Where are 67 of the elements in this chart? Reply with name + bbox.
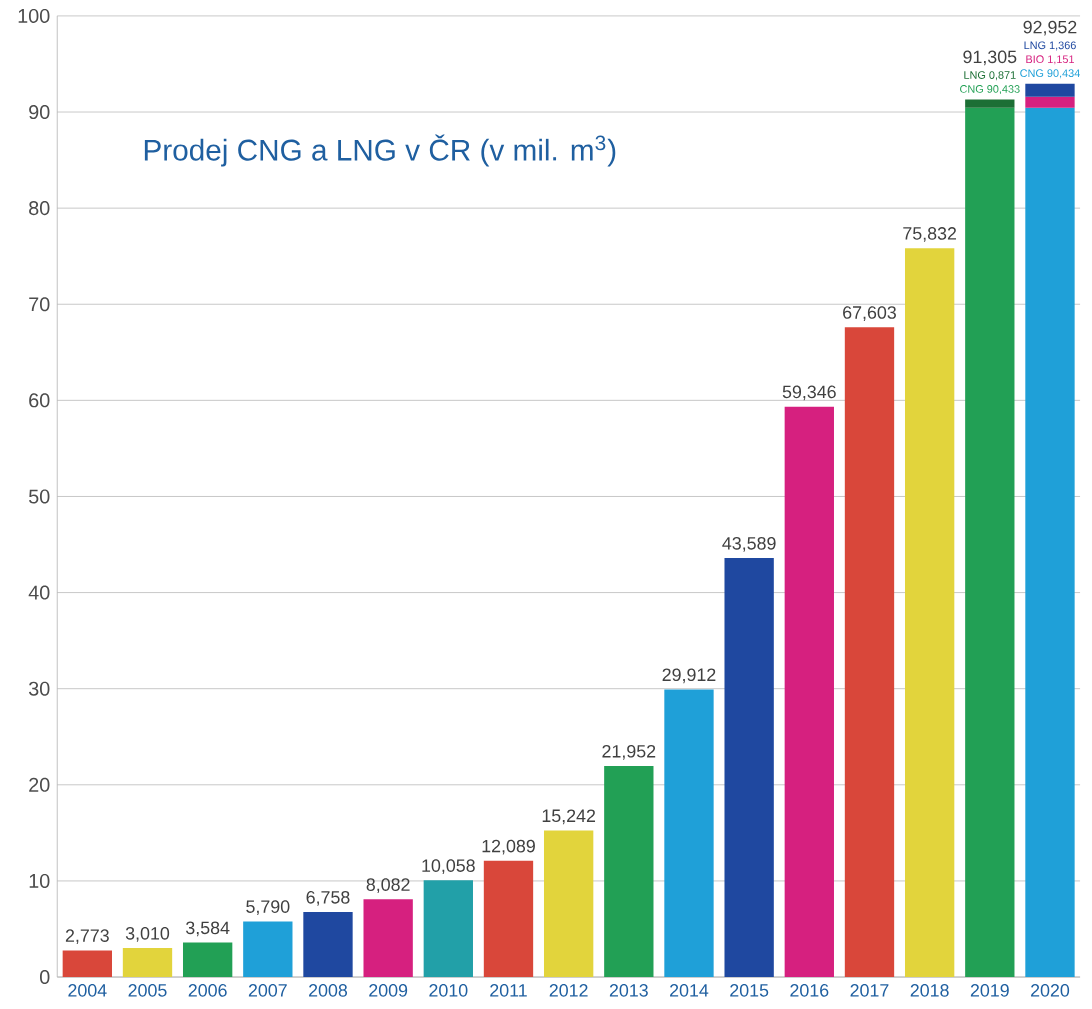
bar xyxy=(122,948,173,978)
bar xyxy=(62,950,112,978)
total-label: 43,589 xyxy=(722,537,776,552)
x-tick-label: 2014 xyxy=(670,984,709,997)
bar xyxy=(604,766,654,978)
x-tick-label: 2005 xyxy=(128,984,167,997)
y-tick-label: 90 xyxy=(29,105,50,120)
total-label: 3,584 xyxy=(186,921,230,937)
bar xyxy=(965,99,1015,108)
total-label: 21,952 xyxy=(602,745,656,760)
bar xyxy=(1025,96,1075,108)
total-label: 75,832 xyxy=(903,227,957,242)
bar xyxy=(664,689,714,978)
data-label: LNG 1,366 xyxy=(1024,41,1076,51)
bar xyxy=(1025,83,1075,97)
bar xyxy=(965,107,1015,978)
total-label: 3,010 xyxy=(125,927,170,942)
bar xyxy=(904,248,955,978)
total-label: 2,773 xyxy=(65,929,109,945)
data-label: CNG 90,433 xyxy=(960,85,1020,95)
bar xyxy=(1025,107,1075,978)
y-tick-label: 80 xyxy=(29,201,50,216)
text: Prodej CNG a LNG v ČR (v mil. m$^{3}$) xyxy=(144,134,616,167)
bar xyxy=(483,860,534,978)
y-tick-label: 20 xyxy=(29,777,50,792)
x-tick-label: 2016 xyxy=(790,984,829,997)
bar xyxy=(183,942,233,978)
x-tick-label: 2017 xyxy=(850,984,889,997)
total-label: 8,082 xyxy=(366,878,410,894)
y-tick-label: 0 xyxy=(39,970,50,985)
total-label: 59,346 xyxy=(782,385,836,401)
x-tick-label: 2020 xyxy=(1031,984,1070,997)
data-label: CNG 90,434 xyxy=(1020,69,1080,79)
y-tick-label: 10 xyxy=(29,873,50,888)
x-tick-label: 2012 xyxy=(549,984,588,997)
bar xyxy=(243,921,293,978)
x-tick-label: 2013 xyxy=(609,984,648,997)
total-label: 67,603 xyxy=(843,306,896,321)
x-tick-label: 2011 xyxy=(490,984,527,997)
x-tick-label: 2009 xyxy=(369,984,408,997)
bar xyxy=(543,830,594,978)
x-tick-label: 2010 xyxy=(429,984,468,997)
total-label: 12,089 xyxy=(482,839,535,855)
y-tick-label: 50 xyxy=(29,489,50,504)
total-label: 15,242 xyxy=(542,809,596,825)
x-tick-label: 2007 xyxy=(248,984,287,997)
x-tick-label: 2004 xyxy=(68,984,107,997)
x-tick-label: 2015 xyxy=(730,984,769,997)
x-tick-label: 2008 xyxy=(309,984,348,997)
data-label: LNG 0,871 xyxy=(964,71,1016,81)
x-tick-label: 2018 xyxy=(910,984,949,997)
x-tick-label: 2006 xyxy=(188,984,227,997)
bar xyxy=(423,880,473,978)
total-label: 91,305 xyxy=(963,50,1017,66)
total-label: 5,790 xyxy=(246,900,290,916)
total-label: 29,912 xyxy=(662,668,716,684)
total-label: 92,952 xyxy=(1023,20,1077,36)
bar xyxy=(844,327,895,978)
y-tick-label: 70 xyxy=(29,297,50,312)
total-label: 6,758 xyxy=(306,891,350,906)
y-tick-label: 60 xyxy=(29,393,50,408)
y-tick-label: 40 xyxy=(28,585,50,600)
total-label: 10,058 xyxy=(422,859,475,875)
y-tick-label: 100 xyxy=(18,8,50,23)
y-tick-label: 30 xyxy=(28,681,50,696)
data-label: BIO 1,151 xyxy=(1026,55,1074,65)
x-tick-label: 2019 xyxy=(970,984,1009,997)
